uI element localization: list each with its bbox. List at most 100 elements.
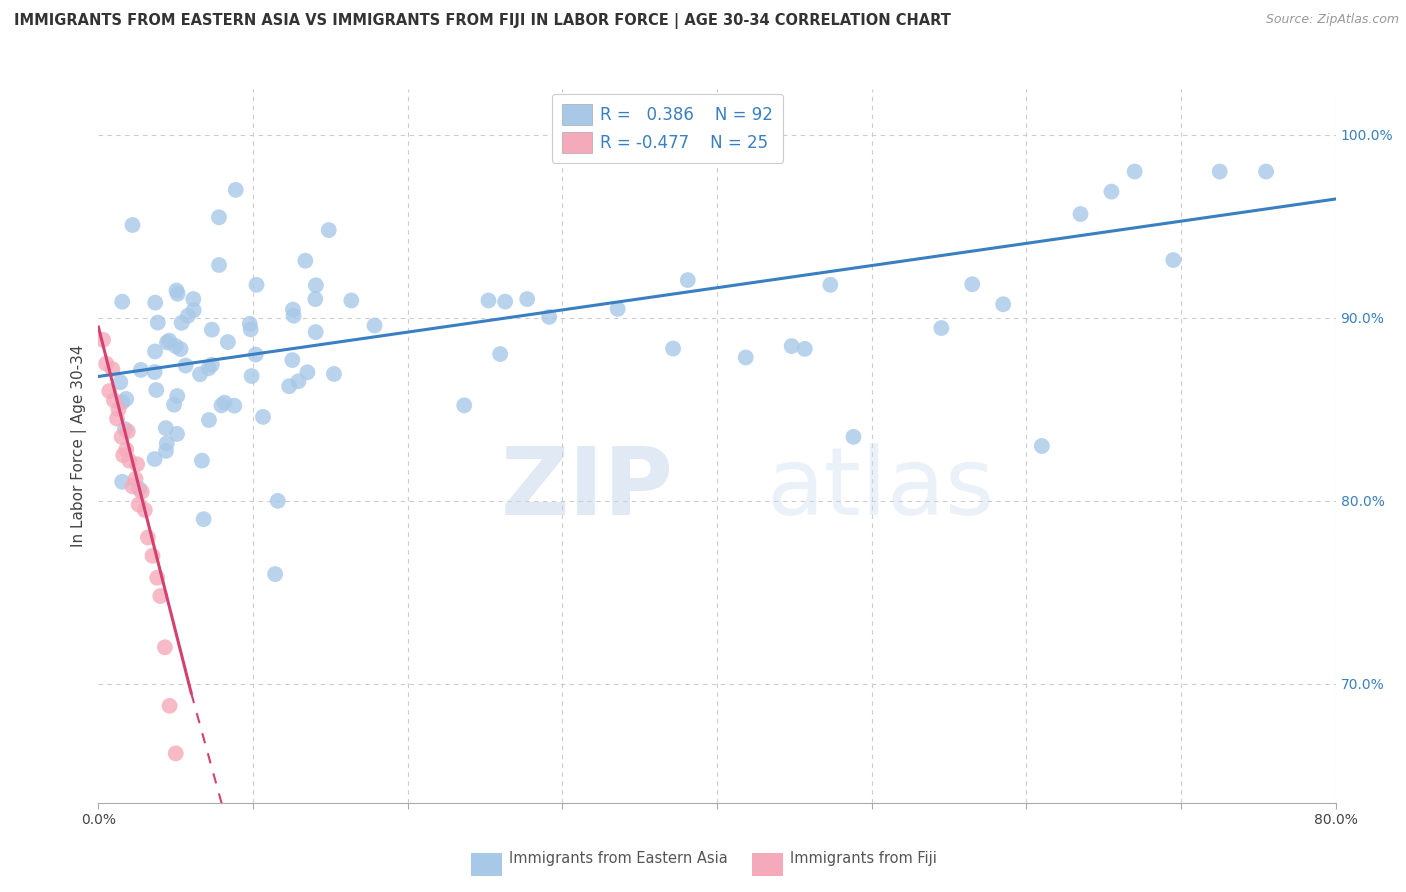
Point [993, 297, 1015, 311]
Point [112, 448, 135, 462]
Point [163, 398, 186, 412]
Point [183, 303, 205, 318]
Point [121, 218, 143, 232]
Point [662, 342, 685, 356]
Point [145, 383, 167, 397]
Point [188, 368, 211, 382]
Point [110, 376, 132, 390]
Point [101, 362, 124, 376]
Point [217, 334, 239, 349]
Text: ZIP: ZIP [501, 442, 673, 535]
Point [170, 316, 193, 330]
Point [153, 640, 176, 655]
Point [1256, 164, 1278, 178]
Legend: R =   0.386    N = 92, R = -0.477    N = 25: R = 0.386 N = 92, R = -0.477 N = 25 [553, 94, 783, 163]
Point [489, 347, 512, 361]
Text: Immigrants from Fiji: Immigrants from Fiji [790, 851, 936, 865]
Point [165, 747, 187, 761]
Point [166, 389, 188, 403]
Point [165, 339, 187, 353]
Point [281, 353, 304, 368]
Point [239, 317, 262, 331]
Point [146, 571, 169, 585]
Y-axis label: In Labor Force | Age 30-34: In Labor Force | Age 30-34 [72, 344, 87, 548]
Point [1069, 207, 1091, 221]
Point [156, 436, 179, 450]
Point [1123, 164, 1146, 178]
Point [245, 348, 267, 362]
Point [143, 452, 166, 467]
Point [294, 253, 316, 268]
Point [363, 318, 385, 333]
Point [146, 316, 169, 330]
Point [114, 422, 136, 436]
Point [208, 258, 231, 272]
Text: Immigrants from Eastern Asia: Immigrants from Eastern Asia [509, 851, 728, 865]
Point [118, 453, 141, 467]
Point [516, 292, 538, 306]
Point [224, 399, 246, 413]
Point [124, 472, 146, 486]
Point [131, 484, 153, 499]
Point [198, 413, 221, 427]
Point [159, 698, 181, 713]
Point [174, 359, 197, 373]
Point [323, 367, 346, 381]
Point [283, 309, 305, 323]
Point [820, 277, 842, 292]
Point [191, 453, 214, 467]
Point [1031, 439, 1053, 453]
Point [157, 334, 180, 348]
Point [278, 379, 301, 393]
Point [281, 302, 304, 317]
Point [297, 365, 319, 379]
Point [134, 503, 156, 517]
Point [477, 293, 499, 308]
Point [208, 211, 231, 225]
Point [305, 325, 328, 339]
Point [676, 273, 699, 287]
Point [201, 323, 224, 337]
Point [166, 426, 188, 441]
Point [538, 310, 561, 324]
Point [98, 384, 121, 398]
Point [734, 351, 756, 365]
Point [1099, 185, 1122, 199]
Point [494, 294, 516, 309]
Point [91, 333, 114, 347]
Point [111, 475, 134, 489]
Point [962, 277, 984, 292]
Point [105, 411, 128, 425]
Point [136, 531, 159, 545]
Point [103, 393, 125, 408]
Point [169, 342, 191, 356]
Point [155, 443, 177, 458]
Point [287, 374, 309, 388]
Point [96, 357, 118, 371]
Text: Source: ZipAtlas.com: Source: ZipAtlas.com [1265, 13, 1399, 27]
Point [214, 395, 236, 409]
Point [340, 293, 363, 308]
Point [318, 223, 340, 237]
Point [245, 277, 267, 292]
Point [115, 392, 138, 406]
Point [111, 395, 134, 409]
Point [117, 425, 139, 439]
Point [121, 479, 143, 493]
Text: IMMIGRANTS FROM EASTERN ASIA VS IMMIGRANTS FROM FIJI IN LABOR FORCE | AGE 30-34 : IMMIGRANTS FROM EASTERN ASIA VS IMMIGRAN… [14, 13, 950, 29]
Point [931, 321, 953, 335]
Point [111, 430, 134, 444]
Point [128, 482, 150, 496]
Text: atlas: atlas [766, 442, 995, 535]
Point [166, 286, 188, 301]
Point [107, 402, 129, 417]
Point [156, 335, 179, 350]
Point [149, 589, 172, 603]
Point [129, 363, 152, 377]
Point [225, 183, 247, 197]
Point [143, 365, 166, 379]
Point [252, 409, 274, 424]
Point [193, 512, 215, 526]
Point [239, 322, 262, 336]
Point [842, 430, 865, 444]
